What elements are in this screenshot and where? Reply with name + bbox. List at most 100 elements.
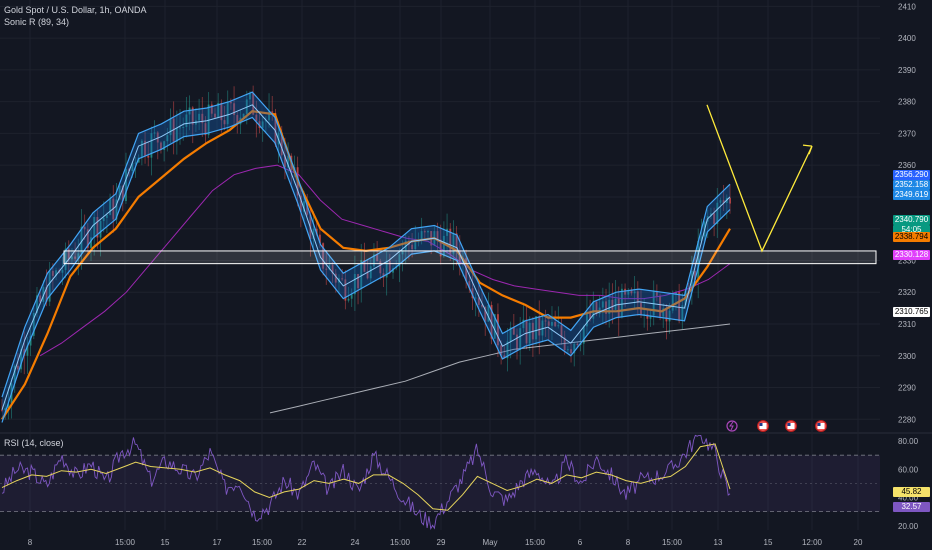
candle-body	[423, 231, 426, 233]
candle-body	[347, 298, 350, 301]
candle-body	[617, 298, 620, 318]
candle-body	[51, 270, 54, 276]
candle-body	[633, 291, 636, 294]
y-tick-label: 2330	[898, 256, 916, 265]
candle-body	[506, 341, 509, 359]
countdown-badge: 54:05	[893, 225, 930, 235]
candle-body	[573, 343, 576, 354]
candle-body	[614, 298, 617, 310]
candle-body	[322, 243, 325, 269]
candle-body	[636, 291, 639, 303]
us-flag-icon-body	[759, 423, 767, 429]
candle-body	[20, 349, 23, 370]
candle-body	[398, 254, 401, 267]
candle-body	[388, 260, 391, 273]
y-tick-label: 2390	[898, 66, 916, 75]
candle-body	[436, 231, 439, 240]
candle-body	[678, 291, 681, 322]
rsi-y-tick-label: 40.00	[898, 494, 919, 503]
candle-body	[61, 269, 64, 273]
candle-body	[411, 244, 414, 250]
candle-body	[627, 289, 630, 295]
candle-body	[185, 114, 188, 128]
candle-body	[719, 200, 722, 203]
y-tick-label: 2360	[898, 161, 916, 170]
candle-body	[99, 221, 102, 238]
candle-body	[264, 120, 267, 122]
candle-body	[601, 301, 604, 308]
candle-body	[137, 157, 140, 163]
candle-body	[74, 256, 77, 259]
candle-body	[716, 202, 719, 224]
candle-body	[261, 121, 264, 128]
candle-body	[191, 107, 194, 125]
candle-body	[535, 316, 538, 340]
candle-body	[312, 228, 315, 239]
candle-body	[369, 266, 372, 279]
candle-body	[512, 327, 515, 335]
x-tick-label: 24	[351, 538, 360, 547]
candle-body	[646, 314, 649, 319]
candle-body	[589, 311, 592, 319]
candle-body	[331, 264, 334, 274]
candle-body	[385, 260, 388, 278]
dragon-band-mid	[1, 104, 731, 410]
candle-body	[379, 261, 382, 274]
candle-body	[255, 114, 258, 122]
candle-body	[102, 217, 105, 222]
us-flag-icon	[785, 420, 797, 432]
candle-body	[229, 101, 232, 104]
candle-body	[665, 308, 668, 322]
candle-body	[280, 132, 283, 156]
candle-body	[611, 299, 614, 310]
candle-body	[585, 311, 588, 327]
candle-body	[147, 155, 150, 158]
us-flag-icon-body	[817, 423, 825, 429]
candle-body	[350, 294, 353, 299]
candle-body	[16, 365, 19, 370]
rsi-panel[interactable]: 20.00 40.00 60.00 80.00	[0, 434, 919, 531]
candle-body	[299, 195, 302, 212]
indicator-label: Sonic R (89, 34)	[4, 17, 70, 27]
candle-body	[709, 213, 712, 217]
candle-body	[442, 235, 445, 257]
candle-body	[500, 345, 503, 356]
candle-body	[344, 279, 347, 301]
y-tick-label: 2320	[898, 288, 916, 297]
candle-body	[268, 111, 271, 121]
rsi-y-tick-label: 60.00	[898, 465, 919, 474]
y-tick-label: 2290	[898, 384, 916, 393]
candle-body	[649, 315, 652, 319]
candle-body	[366, 271, 369, 279]
rsi-ma-badge: 45.82	[893, 487, 930, 497]
candle-body	[45, 287, 48, 302]
x-tick-label: 29	[437, 538, 446, 547]
x-tick-label: 15:00	[390, 538, 411, 547]
candle-body	[474, 297, 477, 299]
candle-body	[328, 264, 331, 270]
candle-body	[694, 271, 697, 280]
candle-body	[681, 305, 684, 322]
y-tick-label: 2280	[898, 415, 916, 424]
support-zone	[63, 250, 877, 265]
candle-body	[169, 118, 172, 136]
candle-body	[90, 237, 93, 248]
candle-body	[449, 228, 452, 254]
candle-body	[674, 291, 677, 295]
candle-body	[503, 355, 506, 359]
x-tick-label: 8	[626, 538, 631, 547]
candle-body	[668, 310, 671, 322]
candle-body	[481, 304, 484, 307]
candle-body	[287, 155, 290, 168]
candle-body	[490, 304, 493, 339]
candle-body	[465, 258, 468, 282]
lightning-icon	[726, 420, 738, 432]
candle-body	[401, 250, 404, 255]
candle-body	[318, 234, 321, 244]
candle-body	[236, 115, 239, 125]
candle-body	[1, 409, 3, 411]
candle-body	[150, 133, 153, 158]
candle-body	[163, 141, 166, 150]
